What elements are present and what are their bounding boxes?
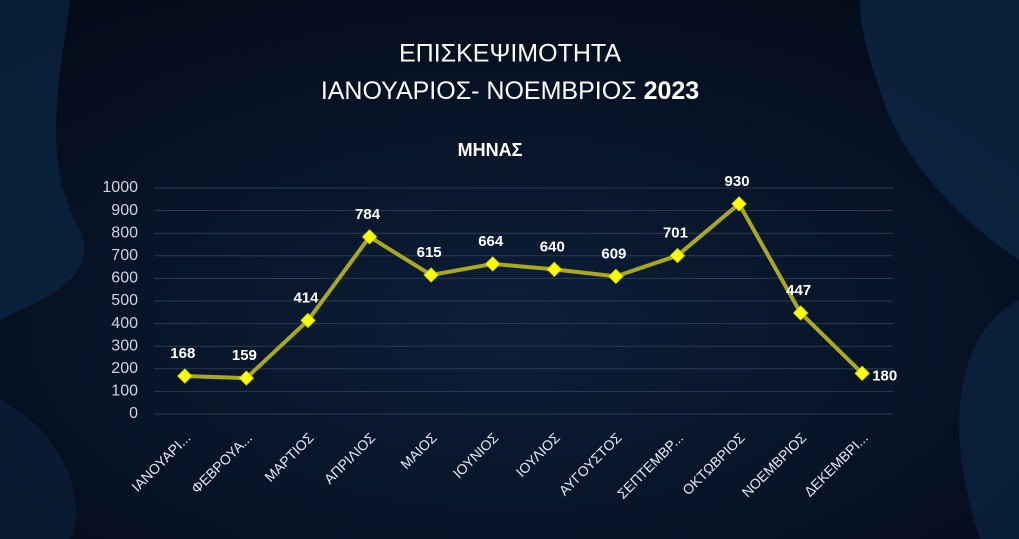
decor-blob (860, 0, 1019, 260)
decor-blob (959, 300, 1019, 539)
y-tick-label: 500 (111, 292, 138, 309)
data-label: 784 (355, 206, 381, 223)
data-label: 609 (601, 245, 626, 262)
decor-blob (0, 400, 77, 539)
subtitle-year: 2023 (644, 77, 700, 105)
y-tick-label: 300 (111, 337, 138, 354)
subtitle-text: ΙΑΝΟΥΑΡΙΟΣ- ΝΟΕΜΒΡΙΟΣ (321, 77, 644, 105)
data-label: 615 (417, 244, 442, 261)
decor-blob (0, 0, 84, 320)
data-point (300, 312, 316, 329)
y-tick-label: 0 (129, 405, 138, 422)
y-tick-label: 600 (111, 270, 138, 287)
data-label: 664 (478, 233, 504, 250)
data-point (731, 196, 747, 212)
data-point (177, 368, 193, 384)
y-tick-label: 1000 (102, 179, 138, 196)
data-label: 159 (232, 347, 257, 364)
data-label: 414 (293, 289, 319, 306)
y-tick-label: 700 (111, 247, 138, 264)
data-point (423, 267, 439, 283)
y-tick-label: 400 (111, 315, 138, 332)
data-label: 701 (663, 225, 688, 242)
data-point (669, 247, 686, 264)
series-title: ΜΗΝΑΣ (458, 140, 523, 160)
y-tick-label: 900 (111, 202, 138, 219)
data-point (361, 229, 378, 245)
data-label: 447 (786, 282, 811, 299)
data-point (238, 370, 255, 386)
y-tick-label: 100 (111, 383, 138, 400)
data-label: 168 (170, 345, 195, 362)
data-label: 640 (540, 238, 565, 255)
data-label: 930 (725, 173, 750, 190)
chart-title: ΕΠΙΣΚΕΨΙΜΟΤΗΤΑ (399, 40, 621, 68)
y-tick-label: 200 (111, 360, 138, 377)
chart-subtitle: ΙΑΝΟΥΑΡΙΟΣ- ΝΟΕΜΒΡΙΟΣ 2023 (321, 77, 699, 105)
data-label: 180 (872, 367, 897, 384)
data-point (608, 268, 624, 285)
data-point (854, 365, 870, 382)
series-line (184, 201, 864, 381)
data-point (546, 261, 562, 278)
y-tick-label: 800 (111, 224, 138, 241)
data-point (792, 305, 809, 321)
data-point (485, 256, 501, 272)
